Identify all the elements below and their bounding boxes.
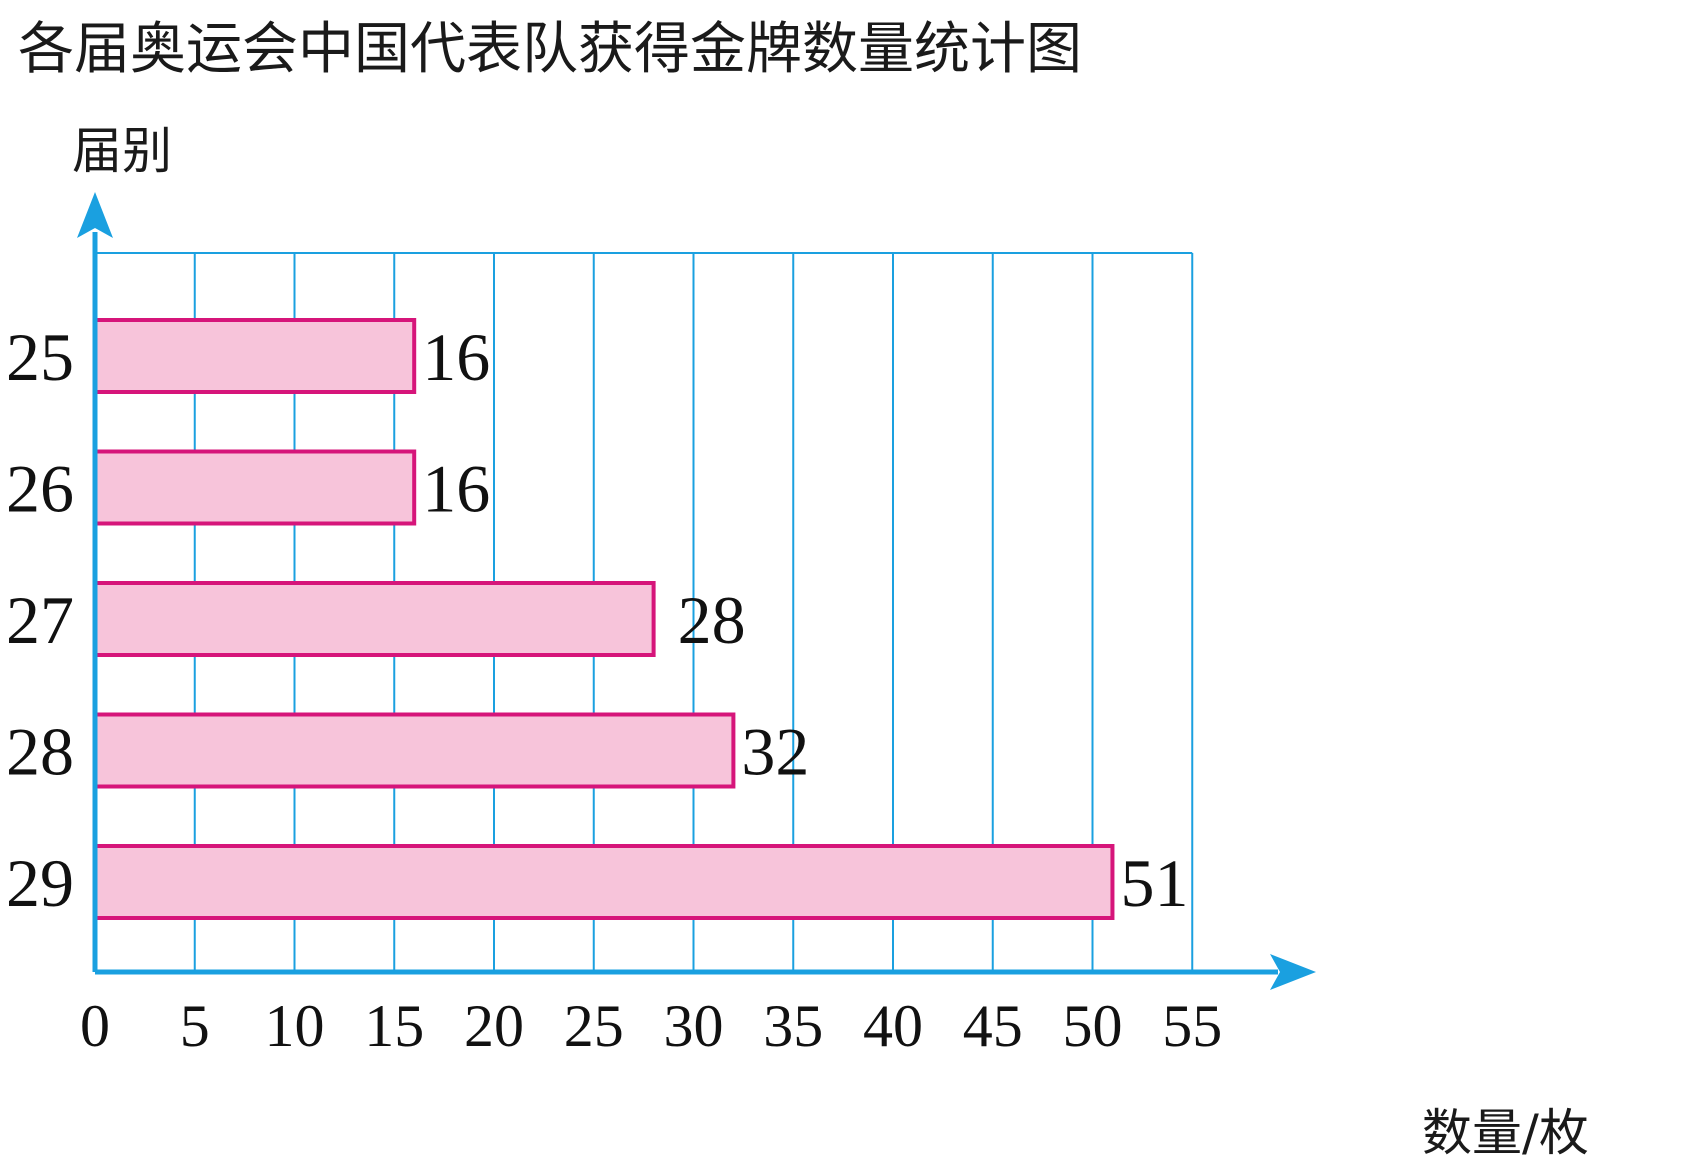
data-label: 32 — [741, 714, 809, 790]
bar — [93, 712, 736, 789]
data-label: 16 — [422, 451, 490, 527]
bar — [93, 581, 656, 657]
bar — [93, 318, 417, 394]
category-label: 27 — [6, 582, 74, 658]
bars — [93, 318, 1115, 920]
x-axis-title: 数量/枚 — [1422, 1104, 1589, 1162]
y-axis-title: 届别 — [72, 122, 172, 180]
x-tick-label: 10 — [265, 993, 325, 1059]
x-tick-label: 25 — [564, 993, 624, 1059]
data-label: 51 — [1120, 845, 1188, 921]
axes — [77, 192, 1316, 990]
y-axis-arrow-icon — [77, 192, 113, 238]
x-tick-label: 55 — [1162, 993, 1222, 1059]
x-tick-label: 45 — [963, 993, 1023, 1059]
category-label: 28 — [6, 714, 74, 790]
category-label: 25 — [6, 319, 74, 395]
x-tick-label: 40 — [863, 993, 923, 1059]
data-label: 16 — [422, 319, 490, 395]
category-label: 29 — [6, 845, 74, 921]
x-tick-label: 35 — [763, 993, 823, 1059]
bar — [93, 449, 417, 526]
chart-title: 各届奥运会中国代表队获得金牌数量统计图 — [18, 17, 1082, 82]
x-tick-label: 30 — [664, 993, 724, 1059]
x-tick-label: 5 — [180, 993, 210, 1059]
x-tick-label: 15 — [364, 993, 424, 1059]
x-tick-label: 50 — [1063, 993, 1123, 1059]
x-tick-label: 20 — [464, 993, 524, 1059]
data-label: 28 — [678, 582, 746, 658]
x-axis-arrow-icon — [1270, 954, 1316, 990]
x-tick-label: 0 — [80, 993, 110, 1059]
category-label: 26 — [6, 451, 74, 527]
bar — [93, 844, 1115, 920]
